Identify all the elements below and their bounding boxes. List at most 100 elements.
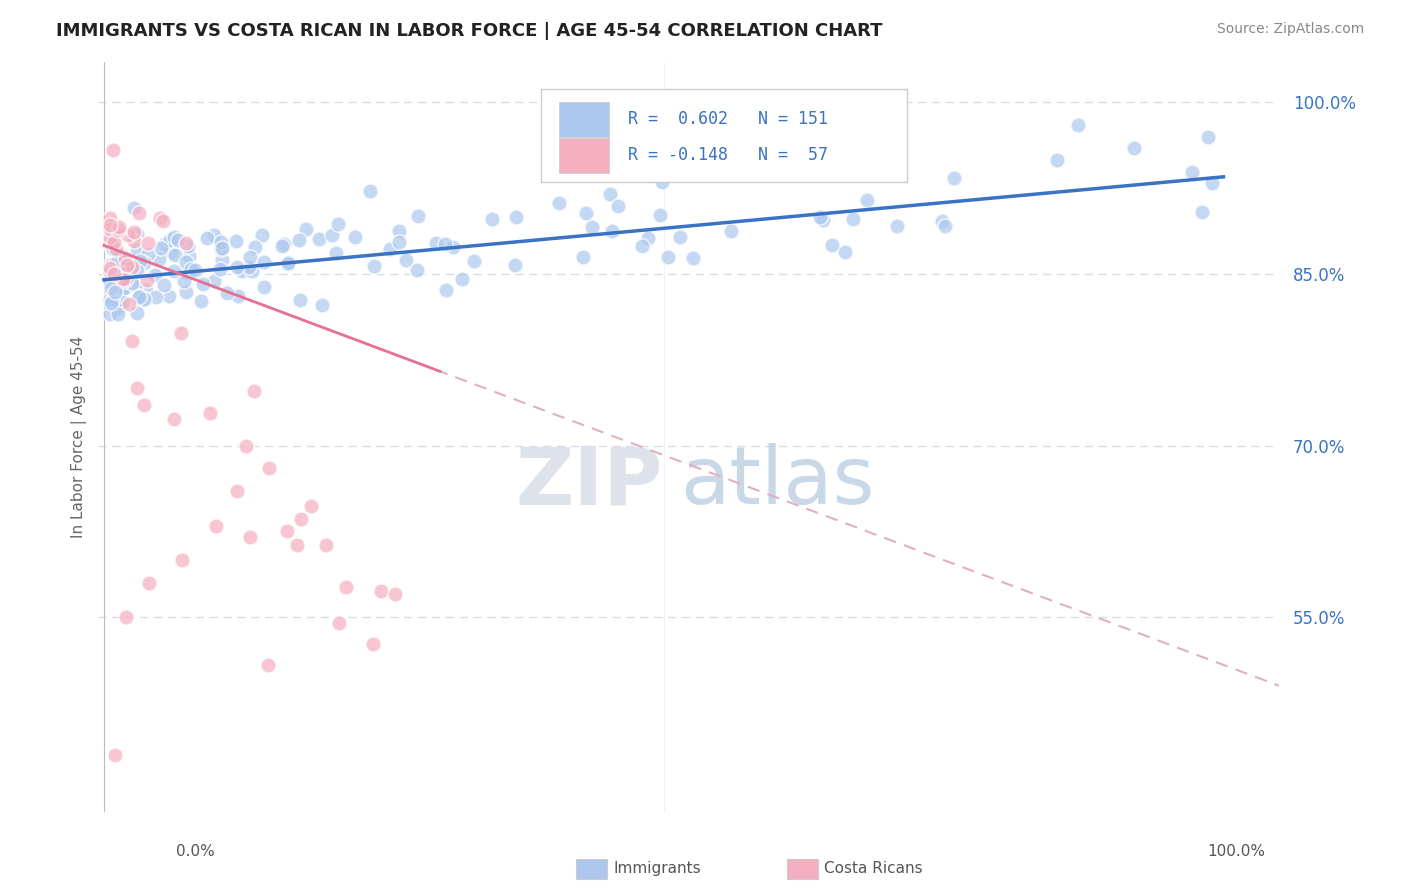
Point — [250, 227, 273, 242]
Point — [209, 261, 232, 276]
Point — [388, 235, 411, 249]
Point — [107, 302, 129, 317]
Point — [100, 296, 122, 310]
Point — [209, 235, 232, 250]
Point — [370, 584, 392, 599]
Point — [128, 290, 150, 304]
Point — [211, 253, 233, 268]
Point — [98, 236, 121, 251]
Point — [1197, 129, 1219, 144]
Point — [856, 193, 879, 207]
Point — [344, 230, 367, 244]
Point — [395, 253, 418, 268]
Point — [575, 205, 598, 219]
Point — [606, 199, 628, 213]
Point — [328, 616, 350, 631]
Point — [110, 258, 132, 272]
Point — [191, 277, 214, 292]
Point — [463, 254, 485, 268]
Point — [152, 213, 174, 227]
Point — [277, 257, 299, 271]
Point — [115, 258, 138, 272]
Point — [98, 265, 121, 279]
Text: ZIP: ZIP — [515, 443, 662, 521]
Point — [159, 244, 181, 259]
Point — [271, 238, 294, 252]
Point — [138, 576, 160, 591]
Point — [253, 254, 276, 268]
Point — [98, 222, 121, 236]
Point — [1191, 205, 1213, 219]
Point — [129, 253, 152, 268]
Text: IMMIGRANTS VS COSTA RICAN IN LABOR FORCE | AGE 45-54 CORRELATION CHART: IMMIGRANTS VS COSTA RICAN IN LABOR FORCE… — [56, 22, 883, 40]
Point — [103, 143, 125, 157]
Point — [226, 289, 249, 303]
Point — [108, 220, 131, 235]
Point — [886, 219, 908, 234]
Point — [294, 222, 316, 236]
Point — [657, 250, 679, 264]
Point — [226, 484, 249, 499]
Point — [793, 161, 815, 176]
Point — [155, 236, 177, 251]
Point — [720, 223, 742, 237]
Point — [238, 260, 260, 275]
Point — [143, 268, 166, 282]
Point — [235, 439, 257, 453]
Point — [114, 252, 136, 266]
Point — [682, 252, 704, 266]
Point — [943, 170, 966, 185]
Text: Source: ZipAtlas.com: Source: ZipAtlas.com — [1216, 22, 1364, 37]
Point — [98, 267, 121, 281]
Point — [811, 212, 834, 227]
Point — [136, 273, 159, 287]
Point — [311, 298, 333, 312]
Point — [127, 381, 149, 395]
Point — [103, 242, 125, 256]
Point — [648, 208, 671, 222]
Text: 100.0%: 100.0% — [1208, 845, 1265, 859]
Point — [112, 274, 135, 288]
Point — [406, 209, 429, 223]
Point — [384, 587, 406, 601]
Point — [1046, 153, 1069, 168]
Point — [103, 267, 125, 281]
Point — [150, 241, 173, 255]
Point — [425, 235, 447, 250]
FancyBboxPatch shape — [541, 88, 907, 182]
Point — [121, 260, 143, 274]
Point — [98, 258, 121, 272]
Point — [190, 294, 212, 309]
Y-axis label: In Labor Force | Age 45-54: In Labor Force | Age 45-54 — [72, 336, 87, 538]
Point — [195, 230, 218, 244]
Point — [98, 227, 121, 242]
Point — [104, 256, 127, 270]
Point — [98, 235, 121, 249]
Point — [118, 296, 141, 310]
Point — [177, 249, 200, 263]
Point — [290, 512, 312, 526]
Point — [111, 248, 134, 262]
Point — [239, 251, 262, 265]
Point — [180, 262, 202, 277]
Point — [134, 292, 156, 306]
Point — [215, 285, 238, 300]
Point — [1201, 176, 1223, 190]
Point — [112, 268, 135, 282]
Point — [503, 258, 526, 272]
Point — [405, 263, 427, 277]
Point — [778, 168, 800, 182]
Point — [122, 201, 145, 215]
Point — [98, 238, 121, 252]
Point — [163, 412, 186, 426]
Point — [103, 235, 125, 249]
Point — [135, 284, 157, 298]
Point — [242, 384, 264, 398]
Point — [148, 252, 170, 267]
Point — [132, 255, 155, 269]
Point — [125, 227, 148, 241]
Point — [288, 293, 311, 307]
Point — [98, 276, 121, 290]
Point — [105, 243, 128, 257]
Point — [122, 234, 145, 248]
